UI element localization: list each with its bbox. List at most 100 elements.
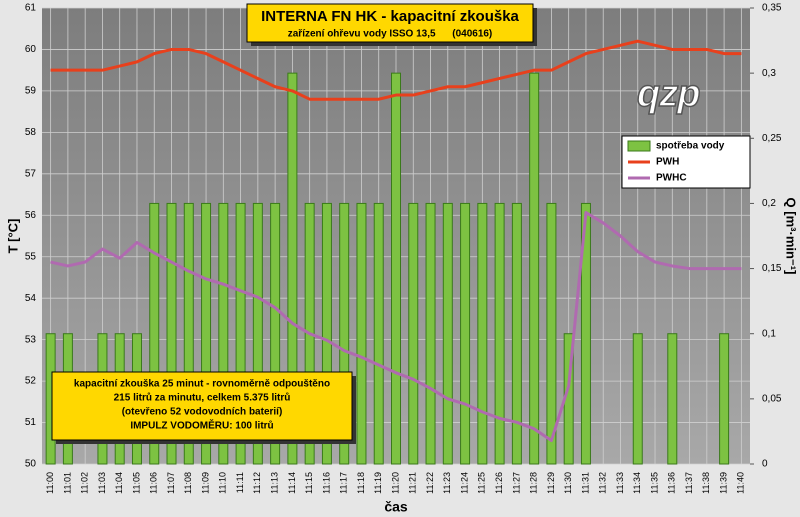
x-tick-label: 11:25 [477, 472, 487, 494]
y-tick-label: 52 [25, 376, 37, 387]
x-tick-label: 11:38 [701, 472, 711, 494]
x-tick-label: 11:20 [390, 472, 400, 494]
note-line: IMPULZ VODOMĚRU: 100 litrů [130, 419, 273, 432]
y-tick-label: 58 [25, 127, 37, 138]
y-tick-label: 60 [25, 44, 37, 55]
x-tick-label: 11:15 [304, 472, 314, 494]
bar [391, 72, 401, 465]
bar [321, 202, 332, 465]
bar [546, 202, 557, 465]
x-tick-label: 11:39 [718, 472, 728, 494]
x-tick-label: 11:28 [529, 472, 539, 494]
bar [460, 202, 471, 465]
x-tick-label: 11:14 [287, 472, 297, 494]
y2-tick-label: 0,15 [762, 263, 782, 274]
x-tick-label: 11:22 [425, 472, 435, 494]
y-tick-label: 61 [25, 3, 37, 14]
bar [511, 202, 522, 465]
x-tick-label: 11:34 [632, 472, 642, 494]
y2-tick-label: 0,05 [762, 393, 782, 404]
y-tick-label: 59 [25, 86, 37, 97]
x-tick-label: 11:17 [339, 472, 349, 494]
bar [494, 202, 505, 465]
x-tick-label: 11:06 [149, 472, 159, 494]
y-tick-label: 53 [25, 334, 37, 345]
note-line: kapacitní zkouška 25 minut - rovnoměrně … [74, 379, 330, 390]
x-tick-label: 11:37 [684, 472, 694, 494]
x-axis-label: čas [384, 499, 408, 515]
y-tick-label: 55 [25, 251, 37, 262]
bar [580, 202, 591, 465]
bar [201, 202, 212, 465]
x-tick-label: 11:36 [667, 472, 677, 494]
bar [719, 333, 730, 465]
x-tick-label: 11:26 [494, 472, 504, 494]
x-tick-label: 11:01 [62, 472, 72, 494]
legend-label: spotřeba vody [656, 141, 725, 152]
x-tick-label: 11:00 [45, 472, 55, 494]
bar [252, 202, 263, 465]
x-tick-label: 11:29 [546, 472, 556, 494]
bar [477, 202, 488, 465]
line [50, 39, 742, 101]
x-tick-label: 11:21 [408, 472, 418, 494]
chart-subtitle: zařízení ohřevu vody ISSO 13,5 (040616) [288, 29, 493, 40]
note-line: (otevřeno 52 vodovodních baterií) [122, 407, 283, 418]
bar [408, 202, 419, 465]
y-tick-label: 54 [25, 293, 37, 304]
x-tick-label: 11:27 [511, 472, 521, 494]
bar [166, 202, 177, 465]
logo: qzp [637, 73, 699, 115]
bar [149, 202, 160, 465]
bar [442, 202, 453, 465]
y2-tick-label: 0,35 [762, 3, 782, 14]
x-tick-label: 11:13 [269, 472, 279, 494]
x-tick-label: 11:35 [649, 472, 659, 494]
y-tick-label: 57 [25, 168, 37, 179]
legend-label: PWHC [656, 173, 687, 184]
x-tick-label: 11:23 [442, 472, 452, 494]
y2-tick-label: 0,1 [762, 328, 776, 339]
bar [287, 72, 298, 465]
x-tick-label: 11:31 [580, 472, 590, 494]
y-tick-label: 50 [25, 459, 37, 470]
bar [425, 202, 436, 465]
title-box [246, 3, 534, 43]
x-tick-label: 11:16 [321, 472, 331, 494]
y2-tick-label: 0,25 [762, 133, 782, 144]
x-tick-label: 11:24 [459, 472, 469, 494]
note-box [51, 371, 353, 441]
bar [339, 202, 350, 465]
legend-label: PWH [656, 157, 679, 168]
x-tick-label: 11:07 [166, 472, 176, 494]
bar [218, 202, 229, 465]
x-tick-label: 11:02 [80, 472, 90, 494]
x-tick-label: 11:04 [114, 472, 124, 494]
y2-tick-label: 0,2 [762, 198, 776, 209]
y2-tick-label: 0,3 [762, 68, 776, 79]
x-tick-label: 11:09 [200, 472, 210, 494]
bar [667, 333, 678, 465]
x-tick-label: 11:08 [183, 472, 193, 494]
bar [235, 202, 246, 465]
bar [270, 202, 281, 465]
line [50, 211, 742, 443]
x-tick-label: 11:40 [736, 472, 746, 494]
y-axis-label: T [°C] [5, 219, 20, 254]
x-tick-label: 11:18 [356, 472, 366, 494]
x-tick-label: 11:33 [615, 472, 625, 494]
bar [373, 202, 384, 465]
bar [183, 202, 194, 465]
x-tick-label: 11:11 [235, 472, 245, 493]
x-tick-label: 11:19 [373, 472, 383, 494]
y-tick-label: 51 [25, 417, 37, 428]
bar [632, 333, 643, 465]
chart-title: INTERNA FN HK - kapacitní zkouška [261, 8, 519, 25]
bar [356, 202, 367, 465]
x-tick-label: 11:30 [563, 472, 573, 494]
x-tick-label: 11:03 [97, 472, 107, 494]
legend-swatch [627, 140, 651, 152]
note-line: 215 litrů za minutu, celkem 5.375 litrů [114, 392, 291, 404]
x-tick-label: 11:05 [131, 472, 141, 494]
